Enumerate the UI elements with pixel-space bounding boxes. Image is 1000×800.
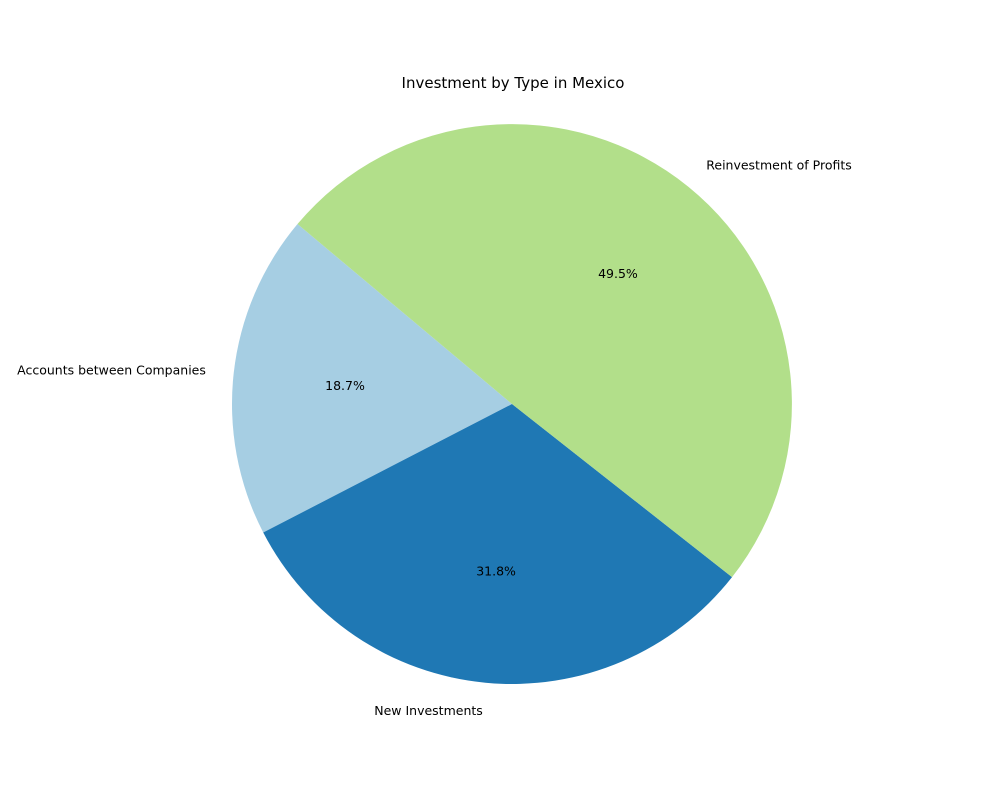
labels-layer: 18.7% Accounts between Companies 31.8% New … — [17, 157, 852, 718]
category-label-reinvestment-of-profits: Reinvestment of Profits — [706, 157, 852, 172]
category-label-new-investments: New Investments — [374, 703, 483, 718]
chart-title: Investment by Type in Mexico — [402, 74, 625, 92]
pie-slice-reinvestment-of-profits — [297, 124, 792, 578]
slices-layer — [231, 124, 792, 684]
pie-slice-accounts-between-companies — [231, 224, 512, 533]
pie-slice-new-investments — [263, 404, 733, 684]
category-label-accounts-between-companies: Accounts between Companies — [17, 362, 206, 377]
pct-label-accounts-between-companies: 18.7% — [325, 378, 365, 393]
pct-label-reinvestment-of-profits: 49.5% — [598, 266, 638, 281]
pct-label-new-investments: 31.8% — [476, 564, 516, 579]
